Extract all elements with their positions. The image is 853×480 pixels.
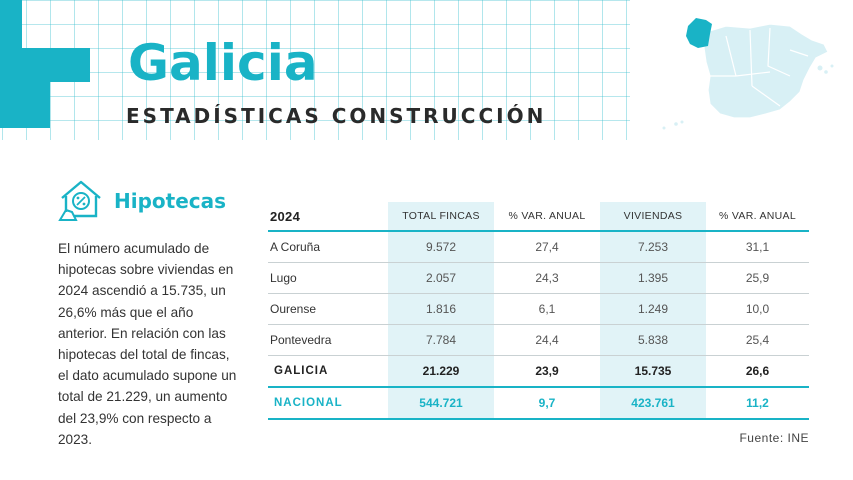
cell-var-fincas: 6,1 [494,293,600,325]
cell-viviendas: 1.249 [600,293,706,325]
cell-total-fincas: 9.572 [388,230,494,263]
table-row-nacional: NACIONAL 544.721 9,7 423.761 11,2 [268,386,809,420]
table-row: Lugo 2.057 24,3 1.395 25,9 [268,262,809,294]
cell-viviendas: 7.253 [600,230,706,263]
row-name: Ourense [268,293,388,325]
table-row: Ourense 1.816 6,1 1.249 10,0 [268,293,809,325]
row-name: Lugo [268,262,388,294]
header-year: 2024 [268,202,388,232]
cell-var-fincas: 23,9 [494,355,600,387]
page-title: Galicia [128,34,318,92]
cell-var-fincas: 27,4 [494,230,600,263]
table-row: A Coruña 9.572 27,4 7.253 31,1 [268,230,809,263]
header-total-fincas: TOTAL FINCAS [388,202,494,232]
section-title: Hipotecas [114,189,227,213]
cell-var-viviendas: 11,2 [706,386,809,420]
cell-viviendas: 5.838 [600,324,706,356]
page-subtitle: ESTADÍSTICAS CONSTRUCCIÓN [126,104,547,128]
house-percent-icon [58,180,101,221]
cell-total-fincas: 21.229 [388,355,494,387]
cell-var-viviendas: 26,6 [706,355,809,387]
cell-var-viviendas: 31,1 [706,230,809,263]
spain-map-icon [662,18,834,130]
cell-var-fincas: 9,7 [494,386,600,420]
cell-var-viviendas: 10,0 [706,293,809,325]
page-header: Galicia ESTADÍSTICAS CONSTRUCCIÓN [0,0,853,140]
cell-total-fincas: 544.721 [388,386,494,420]
grid-background [0,0,630,140]
header-var-fincas: % VAR. ANUAL [494,202,600,232]
cell-viviendas: 423.761 [600,386,706,420]
source-note: Fuente: INE [739,431,809,445]
cell-total-fincas: 7.784 [388,324,494,356]
cell-var-viviendas: 25,9 [706,262,809,294]
cell-viviendas: 15.735 [600,355,706,387]
header-viviendas: VIVIENDAS [600,202,706,232]
table-row-galicia: GALICIA 21.229 23,9 15.735 26,6 [268,355,809,387]
section-heading: Hipotecas [56,176,226,226]
row-name: Pontevedra [268,324,388,356]
header-var-viviendas: % VAR. ANUAL [706,202,809,232]
row-name: A Coruña [268,230,388,263]
row-name: GALICIA [268,355,388,387]
cell-var-fincas: 24,4 [494,324,600,356]
table-header-row: 2024 TOTAL FINCAS % VAR. ANUAL VIVIENDAS… [268,202,809,232]
cell-var-viviendas: 25,4 [706,324,809,356]
row-name: NACIONAL [268,386,388,420]
table-row: Pontevedra 7.784 24,4 5.838 25,4 [268,324,809,356]
section-description: El número acumulado de hipotecas sobre v… [58,241,237,447]
cell-total-fincas: 1.816 [388,293,494,325]
cell-viviendas: 1.395 [600,262,706,294]
cell-var-fincas: 24,3 [494,262,600,294]
mortgage-table: 2024 TOTAL FINCAS % VAR. ANUAL VIVIENDAS… [268,202,809,420]
cell-total-fincas: 2.057 [388,262,494,294]
